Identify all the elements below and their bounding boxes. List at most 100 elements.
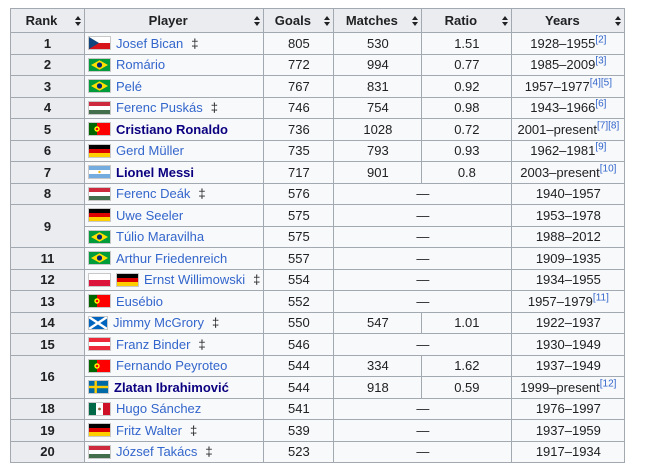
table-row: 7 Lionel Messi 717 901 0.8 2003–present[10] bbox=[10, 161, 626, 184]
player-link[interactable]: Franz Binder bbox=[116, 336, 191, 352]
header-label: Rank bbox=[25, 13, 58, 28]
citation-link[interactable]: [11] bbox=[592, 292, 609, 304]
dagger-symbol: ‡ bbox=[212, 315, 220, 331]
goals-cell: 736 bbox=[263, 118, 335, 141]
player-link[interactable]: Ferenc Deák bbox=[116, 186, 191, 202]
citation-link[interactable]: [4] bbox=[589, 77, 601, 89]
citation-link[interactable]: [12] bbox=[599, 378, 617, 390]
goals-cell: 746 bbox=[263, 96, 335, 119]
goals-cell: 544 bbox=[263, 376, 335, 399]
column-header-ratio[interactable]: Ratio bbox=[421, 8, 513, 33]
flag-mexico-icon bbox=[88, 401, 111, 416]
player-cell: Pelé bbox=[83, 75, 265, 98]
goals-cell: 576 bbox=[263, 182, 335, 205]
matches-cell: 547 bbox=[333, 311, 423, 334]
table-row: 13 Eusébio 552—1957–1979[11] bbox=[10, 290, 626, 313]
player-cell: József Takács ‡ bbox=[83, 440, 265, 463]
table-row: 3 Pelé 767 831 0.92 1957–1977[4][5] bbox=[10, 75, 626, 98]
rank-cell: 16 bbox=[10, 354, 85, 399]
citation-link[interactable]: [3] bbox=[595, 55, 607, 67]
player-link[interactable]: Pelé bbox=[116, 78, 143, 94]
dagger-symbol: ‡ bbox=[210, 100, 218, 116]
goals-cell: 575 bbox=[263, 204, 335, 227]
rank-cell: 20 bbox=[10, 440, 85, 463]
column-header-years[interactable]: Years bbox=[511, 8, 626, 33]
player-link[interactable]: Romário bbox=[116, 57, 166, 73]
sort-icon bbox=[75, 15, 81, 26]
player-cell: Zlatan Ibrahimović bbox=[83, 376, 265, 399]
goals-cell: 550 bbox=[263, 311, 335, 334]
sort-icon bbox=[412, 15, 419, 26]
player-link[interactable]: Fernando Peyroteo bbox=[116, 358, 228, 374]
rank-cell: 11 bbox=[10, 247, 85, 270]
dagger-symbol: ‡ bbox=[198, 336, 206, 352]
flag-scotland-icon bbox=[88, 315, 108, 330]
flag-germany-icon bbox=[116, 272, 139, 287]
flag-portugal-icon bbox=[88, 122, 111, 137]
table-row: 15 Franz Binder ‡ 546—1930–1949 bbox=[10, 333, 626, 356]
column-header-matches[interactable]: Matches bbox=[333, 8, 423, 33]
citation-link[interactable]: [8] bbox=[608, 120, 620, 132]
ratio-cell: 0.8 bbox=[421, 161, 513, 184]
player-link[interactable]: Gerd Müller bbox=[116, 143, 184, 159]
no-data-cell: — bbox=[333, 204, 513, 227]
goals-cell: 552 bbox=[263, 290, 335, 313]
ratio-cell: 1.62 bbox=[421, 354, 513, 377]
player-link[interactable]: Eusébio bbox=[116, 293, 163, 309]
matches-cell: 754 bbox=[333, 96, 423, 119]
player-link[interactable]: Zlatan Ibrahimović bbox=[114, 379, 229, 395]
ratio-cell: 0.59 bbox=[421, 376, 513, 399]
years-cell: 1999–present[12] bbox=[511, 376, 626, 399]
matches-cell: 793 bbox=[333, 139, 423, 162]
column-header-goals[interactable]: Goals bbox=[263, 8, 335, 33]
rank-cell: 6 bbox=[10, 139, 85, 162]
player-cell: Ferenc Deák ‡ bbox=[83, 182, 265, 205]
citation-link[interactable]: [10] bbox=[599, 163, 617, 175]
ratio-cell: 1.01 bbox=[421, 311, 513, 334]
player-link[interactable]: Hugo Sánchez bbox=[116, 401, 202, 417]
citation-link[interactable]: [2] bbox=[595, 34, 607, 46]
ratio-cell: 0.77 bbox=[421, 53, 513, 76]
table-row: 16 Fernando Peyroteo 544 334 1.62 1937–1949 bbox=[10, 354, 626, 399]
citation-link[interactable]: [9] bbox=[595, 141, 607, 153]
player-link[interactable]: Ernst Willimowski bbox=[144, 272, 246, 288]
table-row: 5 Cristiano Ronaldo 736 1028 0.72 2001–presen… bbox=[10, 118, 626, 141]
player-link[interactable]: Fritz Walter bbox=[116, 422, 182, 438]
ratio-cell: 0.98 bbox=[421, 96, 513, 119]
player-link[interactable]: Lionel Messi bbox=[116, 164, 195, 180]
player-cell: Josef Bican ‡ bbox=[83, 32, 265, 55]
player-link[interactable]: Ferenc Puskás bbox=[116, 100, 203, 116]
dagger-symbol: ‡ bbox=[205, 444, 213, 460]
player-cell: Cristiano Ronaldo bbox=[83, 118, 265, 141]
column-header-rank[interactable]: Rank bbox=[10, 8, 85, 33]
player-link[interactable]: Josef Bican bbox=[116, 35, 184, 51]
citation-link[interactable]: [7] bbox=[596, 120, 609, 132]
years-cell: 1937–1949 bbox=[511, 354, 626, 377]
flag-czech-republic-icon bbox=[88, 36, 111, 51]
years-cell: 2003–present[10] bbox=[511, 161, 626, 184]
player-cell: Arthur Friedenreich bbox=[83, 247, 265, 270]
player-link[interactable]: Arthur Friedenreich bbox=[116, 250, 228, 266]
player-link[interactable]: Túlio Maravilha bbox=[116, 229, 205, 245]
player-link[interactable]: Jimmy McGrory bbox=[113, 315, 204, 331]
sort-icon bbox=[502, 15, 509, 26]
flag-hungary-icon bbox=[88, 444, 111, 459]
no-data-cell: — bbox=[333, 182, 513, 205]
flag-germany-icon bbox=[88, 143, 111, 158]
column-header-player[interactable]: Player bbox=[83, 8, 265, 33]
citation-link[interactable]: [6] bbox=[595, 98, 607, 110]
no-data-cell: — bbox=[333, 333, 513, 356]
years-cell: 1922–1937 bbox=[511, 311, 626, 334]
player-cell: Uwe Seeler bbox=[83, 204, 265, 227]
matches-cell: 918 bbox=[333, 376, 423, 399]
player-link[interactable]: József Takács bbox=[116, 444, 198, 460]
table-row: 2 Romário 772 994 0.77 1985–2009[3] bbox=[10, 53, 626, 76]
player-link[interactable]: Cristiano Ronaldo bbox=[116, 121, 228, 137]
citation-link[interactable]: [5] bbox=[600, 77, 613, 89]
header-label: Matches bbox=[345, 13, 398, 28]
player-link[interactable]: Uwe Seeler bbox=[116, 207, 184, 223]
rank-cell: 1 bbox=[10, 32, 85, 55]
header-row: Rank Player Goals Matches Ratio Years bbox=[10, 8, 626, 33]
dagger-symbol: ‡ bbox=[189, 422, 198, 438]
